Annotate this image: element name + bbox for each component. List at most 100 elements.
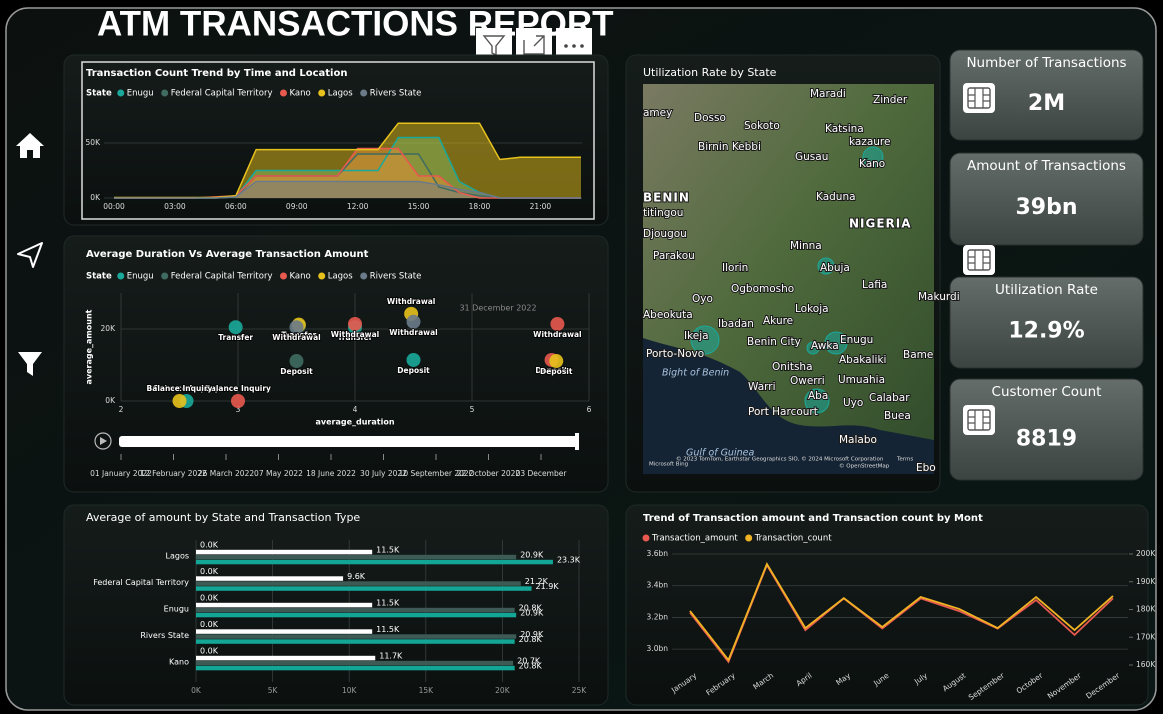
- map-place-label: Enugu: [840, 334, 873, 346]
- data-label: Deposit: [540, 367, 573, 376]
- map-place-label: Ebo: [916, 462, 936, 474]
- nav-home[interactable]: [16, 133, 44, 158]
- y-axis-label: average_amount: [85, 309, 94, 384]
- play-handle[interactable]: [575, 433, 579, 450]
- map-place-label: Abakaliki: [839, 354, 886, 366]
- data-label: 0.0K: [200, 594, 219, 603]
- data-label: Withdrawal: [331, 330, 379, 339]
- legend-marker: [279, 272, 287, 280]
- map-bubble: [806, 341, 820, 355]
- kpi-card: [949, 152, 1144, 246]
- x-tick-label: 0K: [191, 686, 202, 695]
- data-label: 0.0K: [200, 647, 219, 656]
- nav-send[interactable]: [17, 242, 43, 268]
- y2-tick-label: 160K: [1136, 660, 1156, 669]
- scatter-point: [406, 352, 421, 367]
- play-date-label: 07 May 2022: [254, 469, 303, 478]
- map-place-label: Ilorin: [722, 262, 748, 274]
- legend-title: State: [86, 89, 112, 99]
- map-ocean: [643, 338, 934, 474]
- legend-label: Kano: [289, 89, 310, 99]
- map-place-label: Abeokuta: [643, 309, 693, 321]
- data-label: Transfer: [338, 333, 373, 342]
- data-label: 20.8K: [519, 662, 543, 671]
- play-button[interactable]: [94, 432, 112, 450]
- x-tick-label: 15K: [419, 686, 435, 695]
- map-bubble: [862, 146, 884, 168]
- map-place-label: Djougou: [643, 228, 687, 240]
- map-place-label: Bame: [903, 349, 933, 361]
- bar: [196, 665, 515, 671]
- data-label: 11.5K: [376, 546, 400, 555]
- map-attribution: © OpenStreetMap: [839, 463, 890, 470]
- scatter-point: [289, 354, 304, 369]
- map-place-label: Lokoja: [795, 303, 829, 315]
- nav-filter[interactable]: [18, 352, 42, 376]
- map-place-label: Owerri: [790, 375, 825, 387]
- legend-marker: [318, 272, 326, 280]
- x-tick-label: 21:00: [530, 202, 552, 211]
- map-place-label: Umuahia: [838, 374, 885, 386]
- chip-icon-lines: [968, 250, 990, 270]
- x-tick-label: 10K: [342, 686, 358, 695]
- legend-marker: [642, 534, 650, 542]
- data-label: 9.6K: [347, 572, 366, 581]
- y-tick-label: 3.6bn: [647, 549, 669, 558]
- legend-label: Enugu: [127, 89, 154, 99]
- data-label: Transfer: [281, 331, 316, 340]
- map-place-label: Gusau: [795, 151, 828, 163]
- bar: [196, 576, 344, 581]
- data-label: 0.0K: [200, 541, 219, 550]
- bar: [196, 612, 517, 618]
- bar: [196, 549, 373, 555]
- data-label: 20.8K: [519, 635, 543, 644]
- x-tick-label: 18:00: [469, 202, 491, 211]
- chip-icon: [963, 83, 995, 113]
- bar: [196, 607, 515, 613]
- legend-label: Federal Capital Territory: [171, 89, 273, 99]
- legend-marker: [117, 89, 125, 97]
- scatter-point: [549, 354, 564, 369]
- map-bubble: [824, 331, 848, 355]
- chart-title: Average of amount by State and Transacti…: [86, 511, 360, 524]
- scatter-point: [406, 314, 421, 329]
- map-place-label: Makurdi: [918, 291, 960, 303]
- map-place-label: Awka: [811, 340, 839, 352]
- play-date-label: 01 January 2022: [90, 469, 152, 478]
- scatter-point: [228, 320, 243, 335]
- legend-marker: [279, 89, 287, 97]
- map-title: Utilization Rate by State: [643, 66, 777, 79]
- map-place-label: kazaure: [849, 136, 890, 148]
- data-label: 23.3K: [557, 556, 581, 565]
- play-date-label: 26 March 2022: [198, 469, 254, 478]
- visual-focus-border: [81, 61, 595, 220]
- kpi-label: Utilization Rate: [995, 282, 1098, 298]
- legend-title: State: [86, 272, 112, 282]
- map-place-label: Onitsha: [772, 361, 813, 373]
- map-place-label: Ikeja: [684, 330, 709, 342]
- map-place-label: Kano: [859, 158, 885, 170]
- y-tick-label: 3.4bn: [647, 581, 669, 590]
- map-place-label: Zinder: [873, 94, 908, 106]
- map-place-label: Parakou: [653, 250, 695, 262]
- map-place-label: Ogbomosho: [731, 283, 794, 295]
- chart-title: Trend of Transaction amount and Transact…: [643, 513, 983, 524]
- kpi-card: [949, 276, 1144, 369]
- y-tick-label: Federal Capital Territory: [93, 578, 189, 587]
- x-tick-label: 5K: [268, 686, 279, 695]
- chip-icon-inner: [967, 87, 991, 109]
- play-date-label: 22 October 2022: [457, 469, 521, 478]
- bar: [196, 639, 515, 644]
- data-label: 20.8K: [519, 604, 543, 613]
- legend-marker: [745, 534, 753, 542]
- legend-label: Kano: [289, 272, 310, 282]
- y-tick-label: 0K: [90, 193, 101, 202]
- map-place-label: Calabar: [869, 392, 910, 404]
- y-tick-label: Rivers State: [140, 631, 189, 640]
- map-place-label: Minna: [790, 240, 822, 252]
- data-label: 21.9K: [536, 582, 560, 591]
- y2-tick-label: 200K: [1136, 549, 1156, 558]
- chart-title: Transaction Count Trend by Time and Loca…: [86, 68, 347, 79]
- legend-marker: [360, 272, 368, 280]
